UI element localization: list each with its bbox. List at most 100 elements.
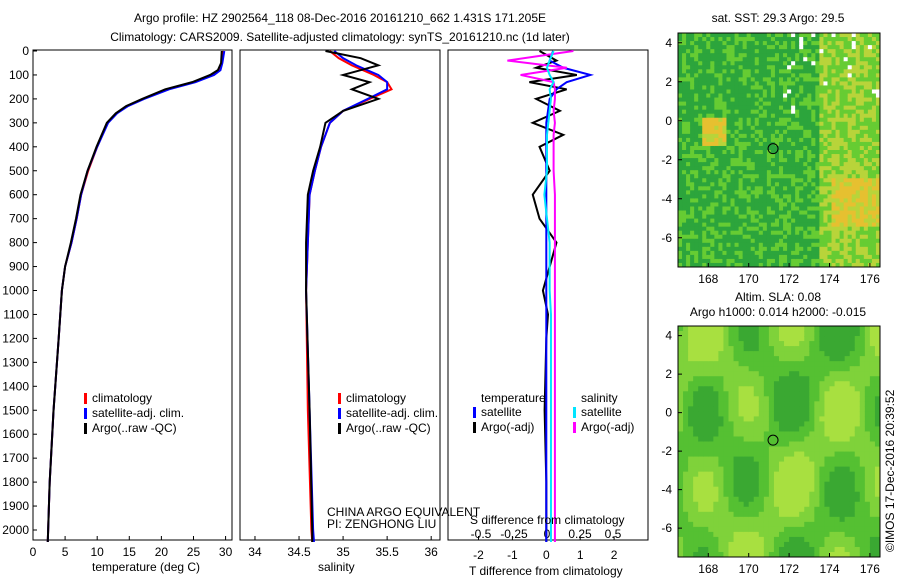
map-cell [795, 77, 800, 82]
map-cell [811, 109, 816, 115]
map-cell [859, 491, 866, 498]
map-cell [723, 366, 729, 372]
map-cell [844, 451, 851, 458]
map-cell [827, 77, 833, 82]
map-cell [811, 45, 816, 50]
map-cell [773, 511, 780, 518]
map-cell [787, 154, 792, 159]
map-cell [839, 396, 846, 402]
map-cell [750, 230, 756, 236]
map-cell [839, 451, 846, 458]
temp-profile-2 [46, 50, 223, 543]
map-cell [710, 262, 715, 268]
map-cell [859, 234, 865, 240]
y-tick-label: 1300 [2, 355, 29, 369]
map-cell [708, 496, 714, 503]
temp-xlabel: temperature (deg C) [92, 560, 200, 574]
map-cell [851, 250, 857, 256]
map-cell [742, 218, 748, 224]
map-cell [871, 49, 877, 54]
map-cell [783, 85, 788, 90]
map-cell [698, 33, 703, 38]
map-cell [742, 145, 748, 151]
map-cell [693, 406, 699, 412]
map-cell [804, 326, 810, 332]
map-cell [843, 218, 849, 224]
map-cell [831, 145, 837, 151]
map-cell [728, 366, 735, 372]
map-cell [678, 61, 683, 66]
map-cell [787, 145, 792, 151]
map-cell [864, 411, 871, 417]
map-cell [844, 366, 851, 372]
map-cell [783, 178, 788, 183]
map-cell [839, 341, 846, 347]
map-cell [834, 506, 841, 513]
map-cell [746, 117, 752, 123]
map-cell [804, 446, 810, 453]
map-cell [787, 202, 792, 207]
temp-x-tick-label: 5 [62, 545, 69, 559]
map-cell [787, 254, 792, 260]
map-cell [834, 491, 841, 498]
map-cell [730, 258, 736, 264]
map-cell [779, 190, 784, 195]
map-cell [762, 33, 768, 38]
map-cell [803, 89, 808, 95]
map-cell [693, 476, 699, 483]
map-cell [823, 105, 828, 111]
map-cell [784, 506, 790, 513]
map-cell [863, 137, 869, 143]
map-cell [678, 150, 683, 155]
map-cell [787, 45, 792, 50]
plot-frame [32, 49, 233, 541]
map-cell [829, 421, 836, 427]
map-cell [839, 210, 845, 216]
map-cell [827, 97, 833, 103]
map-cell [718, 174, 723, 179]
map-cell [710, 170, 715, 175]
map-cell [706, 137, 711, 143]
map-cell [758, 486, 765, 493]
map-cell [678, 536, 684, 543]
map-frame [677, 325, 881, 558]
map-cell [738, 421, 745, 427]
map-cell [766, 230, 772, 236]
map-cell [750, 190, 756, 195]
map-cell [794, 346, 800, 352]
map-cell [723, 421, 729, 427]
map-cell [803, 194, 808, 199]
map-cell [827, 101, 833, 107]
map-cell [754, 93, 760, 99]
map-cell [799, 206, 804, 212]
map-cell [864, 506, 871, 513]
map-cell [686, 242, 691, 248]
map-cell [678, 206, 683, 212]
map-cell [847, 218, 853, 224]
map-cell [722, 242, 727, 248]
map-cell [694, 57, 699, 62]
map-cell [875, 77, 881, 82]
map-cell [783, 238, 788, 244]
map-cell [714, 262, 719, 268]
map-cell [758, 371, 765, 377]
map-cell [710, 258, 715, 264]
map-cell [682, 182, 687, 187]
map-cell [733, 506, 740, 513]
map-cell [683, 546, 689, 553]
map-cell [844, 436, 851, 442]
map-cell [819, 105, 824, 111]
map-cell [713, 456, 719, 463]
map-cell [714, 198, 719, 203]
map-cell [847, 234, 853, 240]
map-cell [738, 109, 744, 115]
map-cell [779, 526, 785, 533]
map-cell [867, 246, 873, 252]
map-cell [738, 166, 744, 171]
map-cell [815, 53, 820, 58]
map-cell [694, 250, 699, 256]
map-cell [762, 45, 768, 50]
map-cell [829, 431, 836, 437]
map-cell [831, 162, 837, 167]
map-cell [851, 49, 857, 54]
